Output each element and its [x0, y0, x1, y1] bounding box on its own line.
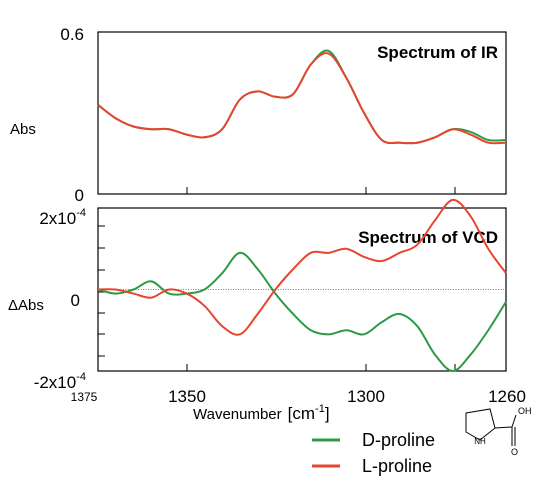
vcd-y-tick-top: 2x10-4	[39, 207, 86, 228]
vcd-y-tick-bottom: -2x10-4	[34, 371, 86, 392]
x-tick-1300: 1300	[347, 387, 385, 406]
ir-series-line-l-proline	[97, 52, 507, 145]
x-tick-1350: 1350	[168, 387, 206, 406]
ir-y-tick-bottom: 0	[75, 186, 84, 205]
structure-oh-label: OH	[518, 406, 532, 416]
x-tick-1375: 1375	[71, 390, 98, 404]
x-axis-label: Wavenumber [cm-1]	[193, 403, 330, 423]
legend-label-l-proline: L-proline	[362, 456, 432, 476]
legend-label-d-proline: D-proline	[362, 430, 435, 450]
ir-chart-title: Spectrum of IR	[377, 43, 498, 62]
ir-plot-frame	[97, 31, 507, 195]
vcd-series-line-d-proline	[97, 251, 507, 373]
structure-o-label: O	[511, 447, 518, 457]
x-tick-1260: 1260	[488, 387, 526, 406]
vcd-series-line-l-proline	[97, 198, 507, 336]
structure-nh-label: NH	[474, 437, 486, 446]
vcd-chart-title: Spectrum of VCD	[358, 228, 498, 247]
vcd-y-tick-zero: 0	[71, 291, 80, 310]
ir-y-tick-top: 0.6	[60, 25, 84, 44]
ir-y-axis-label: Abs	[10, 121, 36, 138]
vcd-y-axis-label: ΔAbs	[8, 297, 44, 314]
proline-structure-icon	[465, 408, 517, 446]
